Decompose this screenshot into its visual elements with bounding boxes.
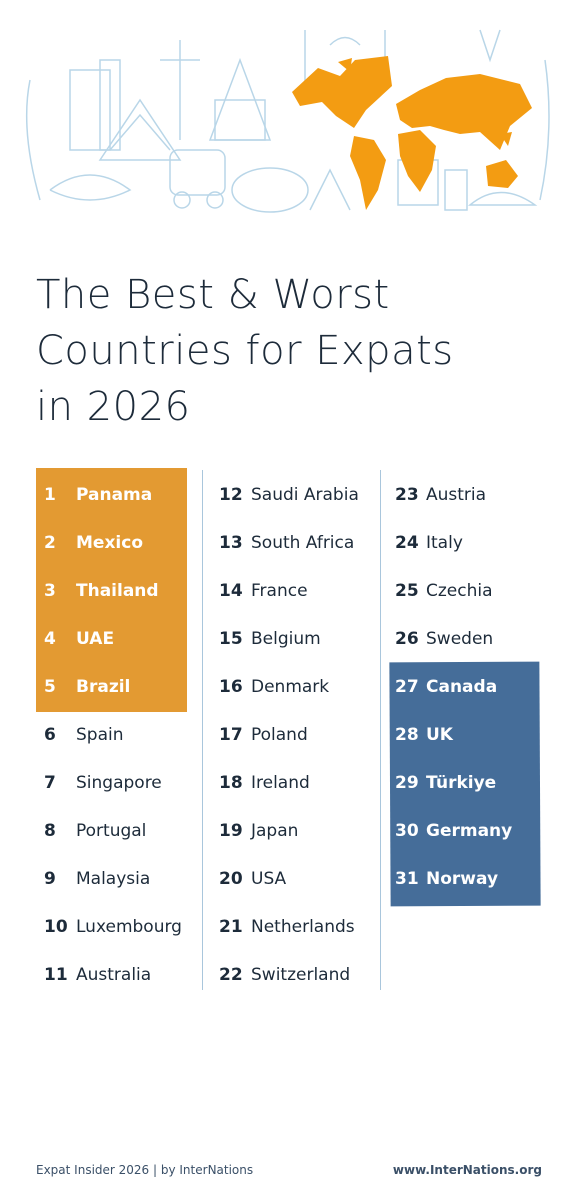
rank-number: 21 bbox=[219, 917, 243, 937]
country-name: UK bbox=[426, 725, 453, 745]
country-name: Poland bbox=[251, 725, 308, 745]
country-name: Saudi Arabia bbox=[251, 485, 359, 505]
rank-number: 16 bbox=[219, 677, 243, 697]
rank-number: 20 bbox=[219, 869, 243, 889]
country-name: Sweden bbox=[426, 629, 494, 649]
footer-url: www.InterNations.org bbox=[392, 1163, 542, 1177]
rank-number: 31 bbox=[395, 869, 419, 889]
rank-number: 19 bbox=[219, 821, 243, 841]
rank-number: 13 bbox=[219, 533, 243, 553]
column-divider bbox=[380, 470, 381, 990]
country-name: Switzerland bbox=[251, 965, 351, 985]
country-name: Germany bbox=[426, 821, 513, 841]
rank-number: 24 bbox=[395, 533, 419, 553]
rank-number: 27 bbox=[395, 677, 419, 697]
country-name: USA bbox=[251, 869, 287, 889]
country-name: Panama bbox=[76, 485, 153, 505]
country-name: Canada bbox=[426, 677, 498, 697]
rank-number: 14 bbox=[219, 581, 243, 601]
rank-number: 30 bbox=[395, 821, 419, 841]
country-name: Portugal bbox=[76, 821, 147, 841]
rank-number: 4 bbox=[44, 629, 56, 649]
title-line: in 2026 bbox=[36, 384, 191, 430]
rank-number: 18 bbox=[219, 773, 243, 793]
illustration bbox=[25, 29, 550, 213]
rank-number: 6 bbox=[44, 725, 56, 745]
country-name: Czechia bbox=[426, 581, 493, 601]
title-line: Countries for Expats bbox=[36, 328, 454, 374]
rank-number: 22 bbox=[219, 965, 243, 985]
rank-number: 7 bbox=[44, 773, 56, 793]
title-line: The Best & Worst bbox=[36, 272, 390, 318]
rank-number: 10 bbox=[44, 917, 68, 937]
country-name: Italy bbox=[426, 533, 463, 553]
rank-number: 12 bbox=[219, 485, 243, 505]
country-name: Australia bbox=[76, 965, 152, 985]
rank-number: 28 bbox=[395, 725, 419, 745]
rank-number: 1 bbox=[44, 485, 56, 505]
country-name: Spain bbox=[76, 725, 124, 745]
country-name: Mexico bbox=[76, 533, 143, 553]
rank-number: 9 bbox=[44, 869, 56, 889]
country-name: Norway bbox=[426, 869, 499, 889]
rank-number: 29 bbox=[395, 773, 419, 793]
country-name: Belgium bbox=[251, 629, 321, 649]
country-name: Ireland bbox=[251, 773, 310, 793]
country-name: Austria bbox=[426, 485, 487, 505]
footer-source: Expat Insider 2026 | by InterNations bbox=[36, 1163, 254, 1177]
rank-number: 23 bbox=[395, 485, 419, 505]
rank-number: 11 bbox=[44, 965, 68, 985]
rank-number: 5 bbox=[44, 677, 56, 697]
country-name: UAE bbox=[76, 629, 115, 649]
country-name: Thailand bbox=[76, 581, 159, 601]
top-highlight bbox=[36, 468, 187, 712]
country-name: Luxembourg bbox=[76, 917, 182, 937]
rank-number: 2 bbox=[44, 533, 56, 553]
rank-number: 8 bbox=[44, 821, 56, 841]
country-name: Japan bbox=[251, 821, 299, 841]
rank-number: 3 bbox=[44, 581, 56, 601]
rank-number: 26 bbox=[395, 629, 419, 649]
country-name: Singapore bbox=[76, 773, 162, 793]
rank-number: 15 bbox=[219, 629, 243, 649]
country-name: Netherlands bbox=[251, 917, 355, 937]
country-name: France bbox=[251, 581, 308, 601]
rank-number: 17 bbox=[219, 725, 243, 745]
country-name: Brazil bbox=[76, 677, 131, 697]
country-name: Malaysia bbox=[76, 869, 151, 889]
country-name: Denmark bbox=[251, 677, 330, 697]
country-name: South Africa bbox=[251, 533, 355, 553]
rank-number: 25 bbox=[395, 581, 419, 601]
column-divider bbox=[202, 470, 203, 990]
country-name: Türkiye bbox=[426, 773, 497, 793]
